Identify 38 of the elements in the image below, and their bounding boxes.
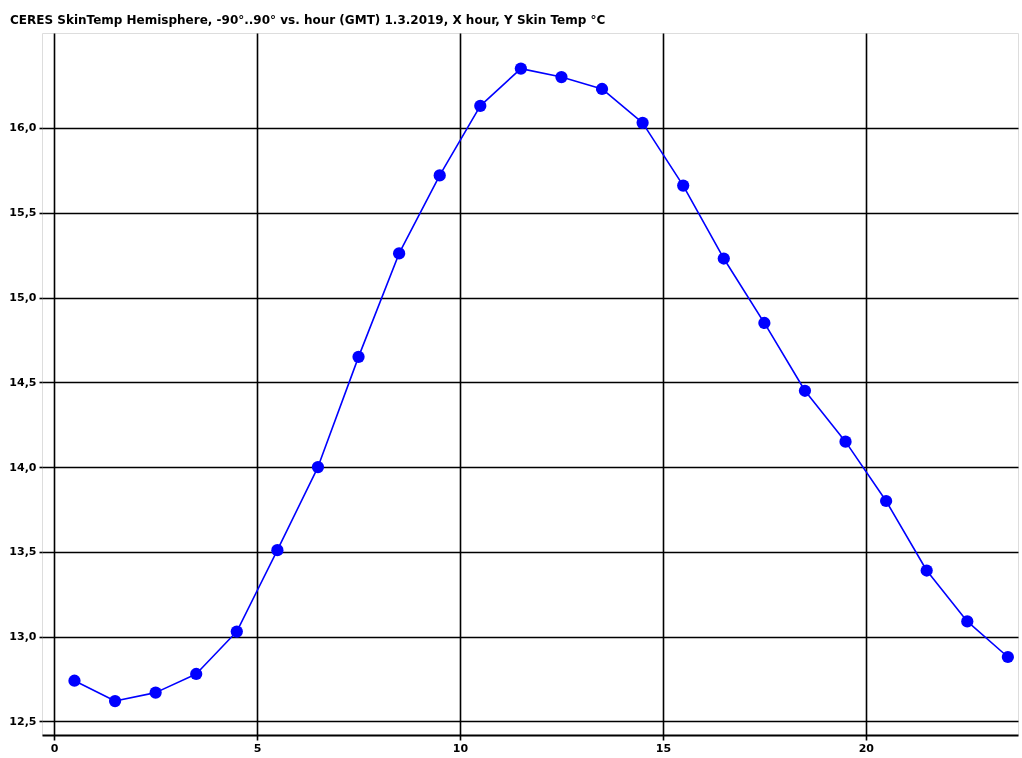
y-tick-label: 16,0 <box>9 121 37 135</box>
x-tick-label: 15 <box>655 741 672 755</box>
point <box>758 316 771 330</box>
point <box>555 70 568 84</box>
x-tick-label: 0 <box>50 741 59 755</box>
point <box>961 615 974 628</box>
x-tick-label: 5 <box>253 741 262 755</box>
x-tick-label: 20 <box>858 741 875 755</box>
point <box>108 694 122 708</box>
y-tick-label: 15,5 <box>9 206 37 220</box>
x-tick-label: 10 <box>452 741 469 755</box>
point <box>798 384 812 397</box>
point <box>474 99 487 113</box>
point <box>595 82 609 96</box>
point <box>352 350 365 363</box>
chart-title: CERES SkinTemp Hemisphere, -90°..90° vs. hour (GMT) 1.3.2019, X hour, Y Skin Temp °C <box>10 13 606 27</box>
y-tick-label: 15,0 <box>9 291 37 305</box>
y-tick-label: 14,0 <box>9 460 37 474</box>
point <box>190 667 203 681</box>
y-tick-label: 12,5 <box>9 714 37 728</box>
point <box>677 179 690 192</box>
point <box>920 564 933 577</box>
y-tick-label: 13,5 <box>9 545 37 559</box>
point <box>311 460 325 474</box>
point <box>149 686 162 699</box>
point <box>839 435 852 448</box>
point <box>1001 650 1014 664</box>
point <box>514 62 527 75</box>
point <box>230 625 243 638</box>
point <box>717 252 730 265</box>
y-tick-label: 13,0 <box>9 630 37 644</box>
point <box>393 247 406 260</box>
point <box>433 169 446 182</box>
point <box>68 674 81 687</box>
point <box>271 544 284 557</box>
y-tick-label: 14,5 <box>9 375 37 389</box>
point <box>636 116 649 129</box>
point <box>879 494 893 508</box>
